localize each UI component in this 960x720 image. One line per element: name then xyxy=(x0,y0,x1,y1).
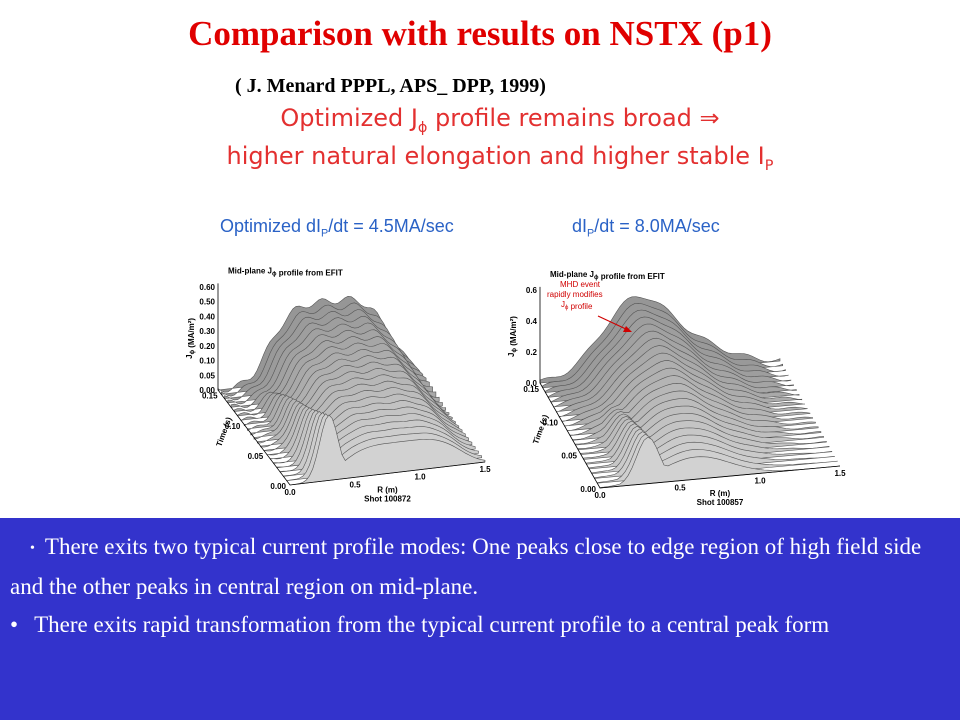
y-axis-part: (MA/m²) xyxy=(509,316,518,348)
annotation: Jϕ profile xyxy=(561,300,593,311)
y-tick-label: 0.60 xyxy=(199,283,215,292)
plot-title-part: profile from EFIT xyxy=(277,268,343,277)
annotation-part: ϕ xyxy=(565,305,569,311)
time-axis-label: Time (s) xyxy=(531,413,550,445)
time-tick-label: 0.00 xyxy=(270,482,286,491)
r-tick-label: 1.0 xyxy=(754,476,766,485)
subscript: P xyxy=(764,157,774,174)
r-tick-label: 1.0 xyxy=(414,473,426,482)
r-tick-label: 0.0 xyxy=(594,491,606,500)
r-tick-label: 1.5 xyxy=(479,465,491,474)
time-tick-label: 0.15 xyxy=(523,385,539,394)
citation: ( J. Menard PPPL, APS_ DPP, 1999) xyxy=(235,75,546,97)
headline: higher natural elongation and higher sta… xyxy=(0,142,960,174)
bullet-text: There exits rapid transformation from th… xyxy=(34,611,830,637)
subscript: P xyxy=(321,227,329,240)
annotation: MHD event xyxy=(560,280,601,289)
y-tick-label: 0.4 xyxy=(526,317,538,326)
plot-title-part: ϕ xyxy=(272,271,277,277)
y-axis-label: Jϕ (MA/m²) xyxy=(185,318,196,359)
annotation-part: profile xyxy=(568,302,593,311)
time-tick-label: 0.10 xyxy=(225,422,241,431)
y-tick-label: 0.50 xyxy=(199,298,215,307)
text: profile remains broad ⇒ xyxy=(427,104,720,132)
time-tick-label: 0.00 xyxy=(580,485,596,494)
time-tick-label: 0.05 xyxy=(561,452,577,461)
time-tick-label: 0.10 xyxy=(542,418,558,427)
r-tick-label: 0.5 xyxy=(349,480,361,489)
bullet-box: • There exits two typical current profile… xyxy=(0,518,960,720)
surface xyxy=(539,296,841,489)
bullet: • There exits two typical current profile… xyxy=(10,534,922,599)
plot-title: Mid-plane Jϕ profile from EFIT xyxy=(550,270,665,281)
text: /dt = 4.5MA/sec xyxy=(328,216,454,236)
y-tick-label: 0.10 xyxy=(199,357,215,366)
annotation-arrow xyxy=(597,315,629,331)
text: Optimized J xyxy=(280,104,418,132)
panel-label: Optimized dIP/dt = 4.5MA/sec xyxy=(220,216,454,240)
plot-title-part: Mid-plane J xyxy=(228,266,272,275)
r-tick-label: 0.0 xyxy=(284,488,296,497)
time-tick-label: 0.05 xyxy=(248,452,264,461)
text: /dt = 8.0MA/sec xyxy=(594,216,720,236)
shot-label: Shot 100872 xyxy=(364,495,411,504)
slide-title: Comparison with results on NSTX (p1) xyxy=(188,14,772,53)
r-tick-label: 0.5 xyxy=(674,484,686,493)
plot-title-part: profile from EFIT xyxy=(599,272,665,281)
axis-line xyxy=(539,286,841,489)
subscript: ϕ xyxy=(417,119,428,136)
text: dI xyxy=(572,216,588,236)
plot-title-part: ϕ xyxy=(594,275,599,281)
time-tick-label: 0.15 xyxy=(202,392,218,401)
arrow-head xyxy=(623,326,632,332)
bullet-text: There exits two typical current profile … xyxy=(10,534,922,599)
y-axis-part: ϕ xyxy=(190,349,196,354)
text: higher natural elongation and higher sta… xyxy=(226,142,765,170)
y-tick-label: 0.0 xyxy=(526,379,538,388)
panel-label: dIP/dt = 8.0MA/sec xyxy=(572,216,720,240)
plot-title-part: Mid-plane J xyxy=(550,270,594,279)
surface-plots: 0.600.500.400.300.200.100.050.000.150.10… xyxy=(185,266,846,507)
y-tick-label: 0.30 xyxy=(199,327,215,336)
plot-title: Mid-plane Jϕ profile from EFIT xyxy=(228,266,343,277)
y-tick-label: 0.20 xyxy=(199,342,215,351)
y-tick-label: 0.2 xyxy=(526,348,538,357)
time-axis-label: Time (s) xyxy=(215,416,234,448)
y-tick-label: 0.40 xyxy=(199,312,215,321)
text: Optimized dI xyxy=(220,216,322,236)
y-axis-part: J xyxy=(185,354,194,358)
r-axis-label: R (m) xyxy=(710,489,731,498)
annotation-part: J xyxy=(561,300,565,309)
y-tick-label: 0.6 xyxy=(526,286,538,295)
subscript: P xyxy=(587,227,595,240)
y-axis-part: J xyxy=(507,353,516,357)
headline: Optimized Jϕ profile remains broad ⇒ xyxy=(0,104,960,136)
y-axis-part: (MA/m²) xyxy=(187,318,196,350)
r-axis-label: R (m) xyxy=(377,486,398,495)
shot-label: Shot 100857 xyxy=(697,498,744,507)
axis-line xyxy=(217,283,486,486)
bullet: • There exits rapid transformation from t… xyxy=(10,611,830,637)
y-axis-label: Jϕ (MA/m²) xyxy=(507,316,518,357)
y-tick-label: 0.05 xyxy=(199,371,215,380)
surface xyxy=(217,295,486,486)
y-tick-label: 0.00 xyxy=(199,386,215,395)
annotation: rapidly modifies xyxy=(547,290,603,299)
r-tick-label: 1.5 xyxy=(834,469,846,478)
y-axis-part: ϕ xyxy=(512,348,518,353)
